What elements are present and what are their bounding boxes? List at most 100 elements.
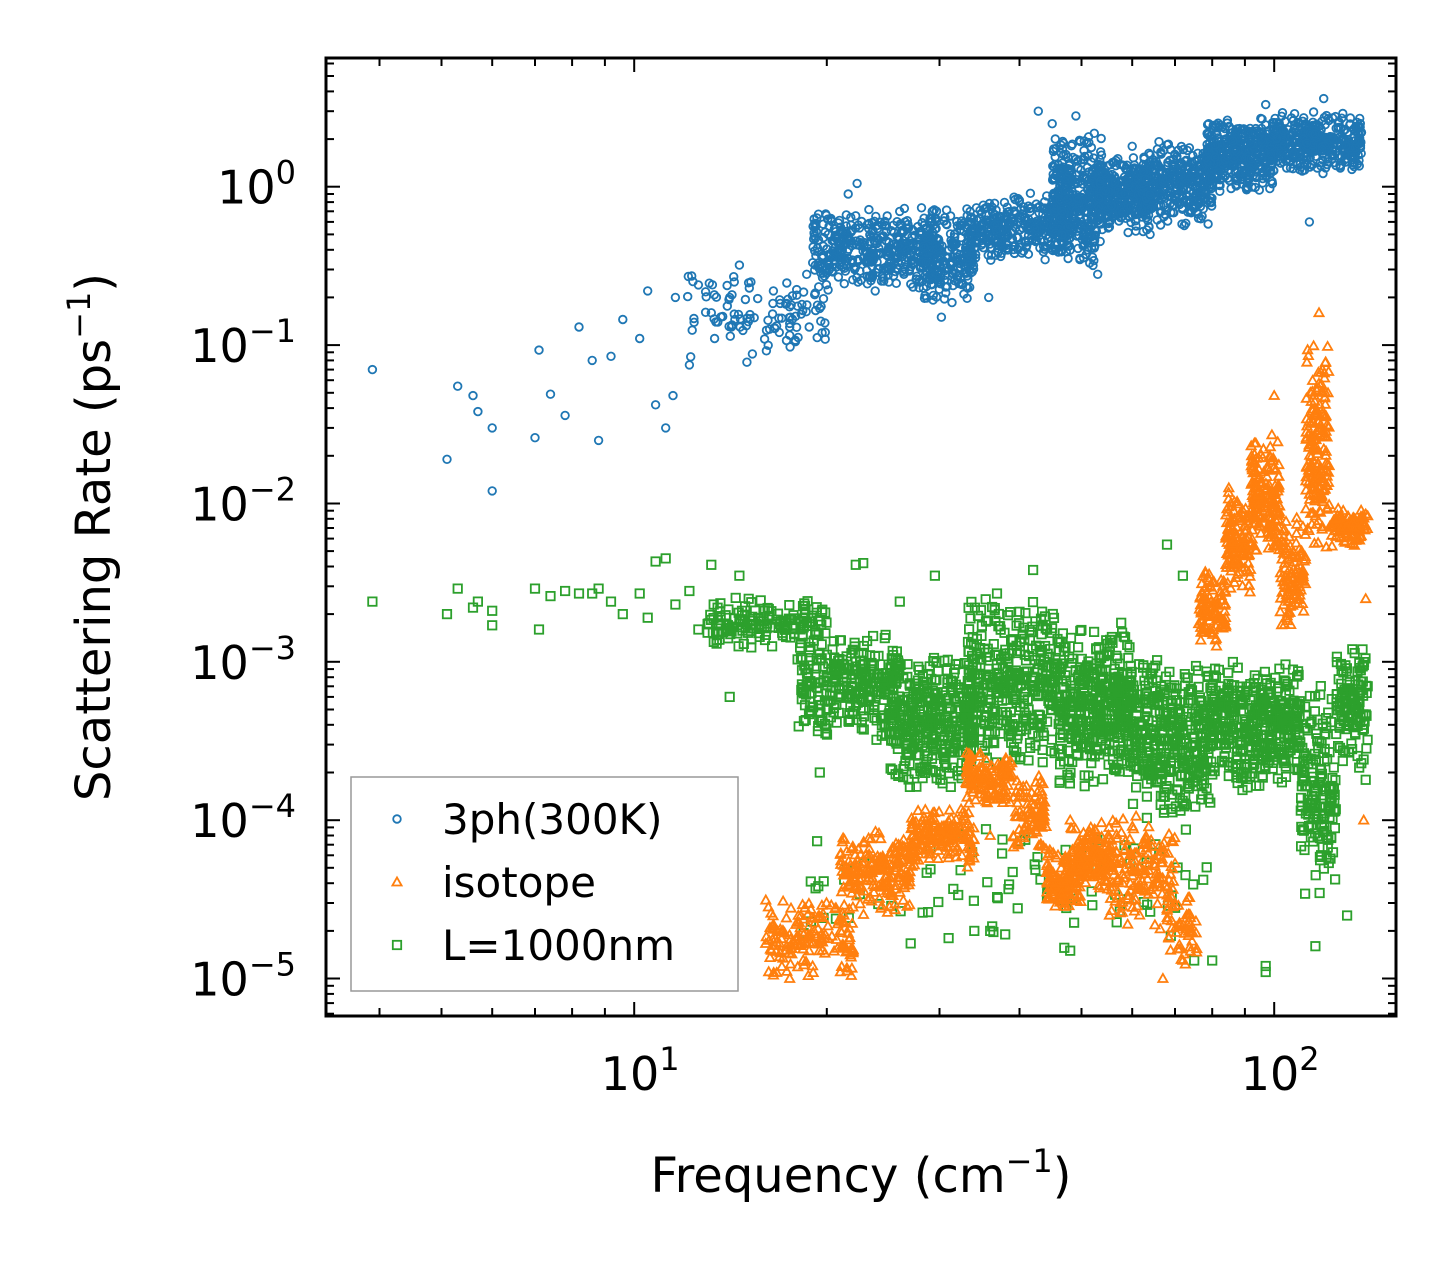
data-point-triangle [886,841,899,852]
data-point-triangle [884,886,897,898]
data-point-square [968,895,980,906]
data-point-square [756,622,767,633]
data-point-square [889,728,900,739]
data-point-circle [818,294,829,304]
data-point-triangle [1264,440,1277,452]
data-point-square [899,695,910,707]
data-point-circle [785,342,795,352]
data-point-triangle [1058,854,1071,866]
data-point-triangle [1007,830,1020,842]
data-point-triangle [1039,820,1053,831]
data-point-square [1012,903,1023,914]
data-point-square [984,672,995,683]
data-point-triangle [1057,880,1070,892]
data-point-square [1083,729,1095,740]
data-point-square [1019,649,1030,660]
data-point-triangle [1321,340,1334,351]
data-point-square [818,876,829,887]
data-point-square [1292,671,1303,682]
data-point-square [1315,681,1326,692]
data-point-triangle [827,944,841,956]
data-point-triangle [804,902,818,914]
data-point-triangle [1095,850,1108,862]
data-point-square [1353,679,1364,690]
data-point-square [1065,675,1076,686]
data-point-triangle [775,960,789,971]
data-point-triangle [1198,589,1211,600]
data-point-square [967,659,978,670]
data-point-square [1097,733,1108,744]
data-point-square [1188,879,1199,890]
data-point-triangle [1012,790,1026,802]
data-point-triangle [1206,610,1220,621]
data-point-square [1056,743,1067,755]
data-point-square [1029,859,1040,870]
data-point-triangle [1088,822,1101,834]
data-point-square [805,655,816,666]
data-point-square [851,714,862,726]
data-point-triangle [1034,837,1047,849]
data-point-square [1293,666,1304,677]
data-point-triangle [877,877,890,888]
data-point-square [948,743,959,754]
data-point-triangle [1054,893,1067,905]
data-point-triangle [1168,856,1182,868]
data-point-triangle [838,833,851,844]
data-point-square [1221,723,1232,734]
data-point-square [836,680,848,691]
data-point-square [1328,762,1339,773]
data-point-square [989,726,1001,737]
data-point-triangle [1229,555,1242,567]
data-point-square [905,938,916,949]
data-point-square [1007,866,1018,878]
data-point-square [1260,960,1271,972]
series-1 [759,306,1374,983]
data-point-square [922,688,933,699]
data-point-square [711,634,723,646]
data-point-triangle [839,940,852,951]
data-point-square [911,781,922,792]
data-point-square [766,606,777,617]
data-point-square [715,598,726,609]
data-point-triangle [900,899,914,911]
data-point-triangle [1051,848,1065,860]
data-point-triangle [1254,526,1268,538]
data-point-square [759,605,770,616]
data-point-triangle [1127,822,1140,834]
data-point-square [1101,635,1112,646]
data-point-triangle [1236,503,1249,514]
data-point-square [902,743,913,754]
data-point-square [1085,700,1096,711]
data-point-square [962,636,974,648]
data-point-square [1317,718,1328,729]
data-point-square [729,613,740,624]
data-point-square [1003,724,1015,735]
data-point-square [1079,781,1090,792]
data-point-square [1298,766,1309,777]
data-point-triangle [1090,864,1103,876]
data-point-square [1015,701,1026,713]
data-point-triangle [866,871,879,883]
data-point-triangle [956,814,969,825]
data-point-square [997,715,1008,726]
data-point-square [943,718,954,729]
data-point-triangle [1180,908,1193,920]
data-point-square [743,593,754,604]
data-point-square [1299,723,1310,734]
data-point-triangle [1064,813,1077,825]
data-point-triangle [1016,829,1029,841]
data-point-square [873,650,884,662]
data-point-square [1033,690,1044,701]
data-point-square [1346,686,1357,697]
data-point-square [939,758,951,769]
data-point-square [1057,628,1068,639]
data-point-square [472,596,484,607]
data-point-square [844,692,855,704]
data-point-square [966,638,977,649]
data-point-square [1314,887,1325,899]
data-point-square [1111,917,1122,928]
data-point-square [945,702,956,713]
data-point-square [1189,955,1200,966]
data-point-square [1251,780,1262,791]
data-point-square [876,730,887,741]
